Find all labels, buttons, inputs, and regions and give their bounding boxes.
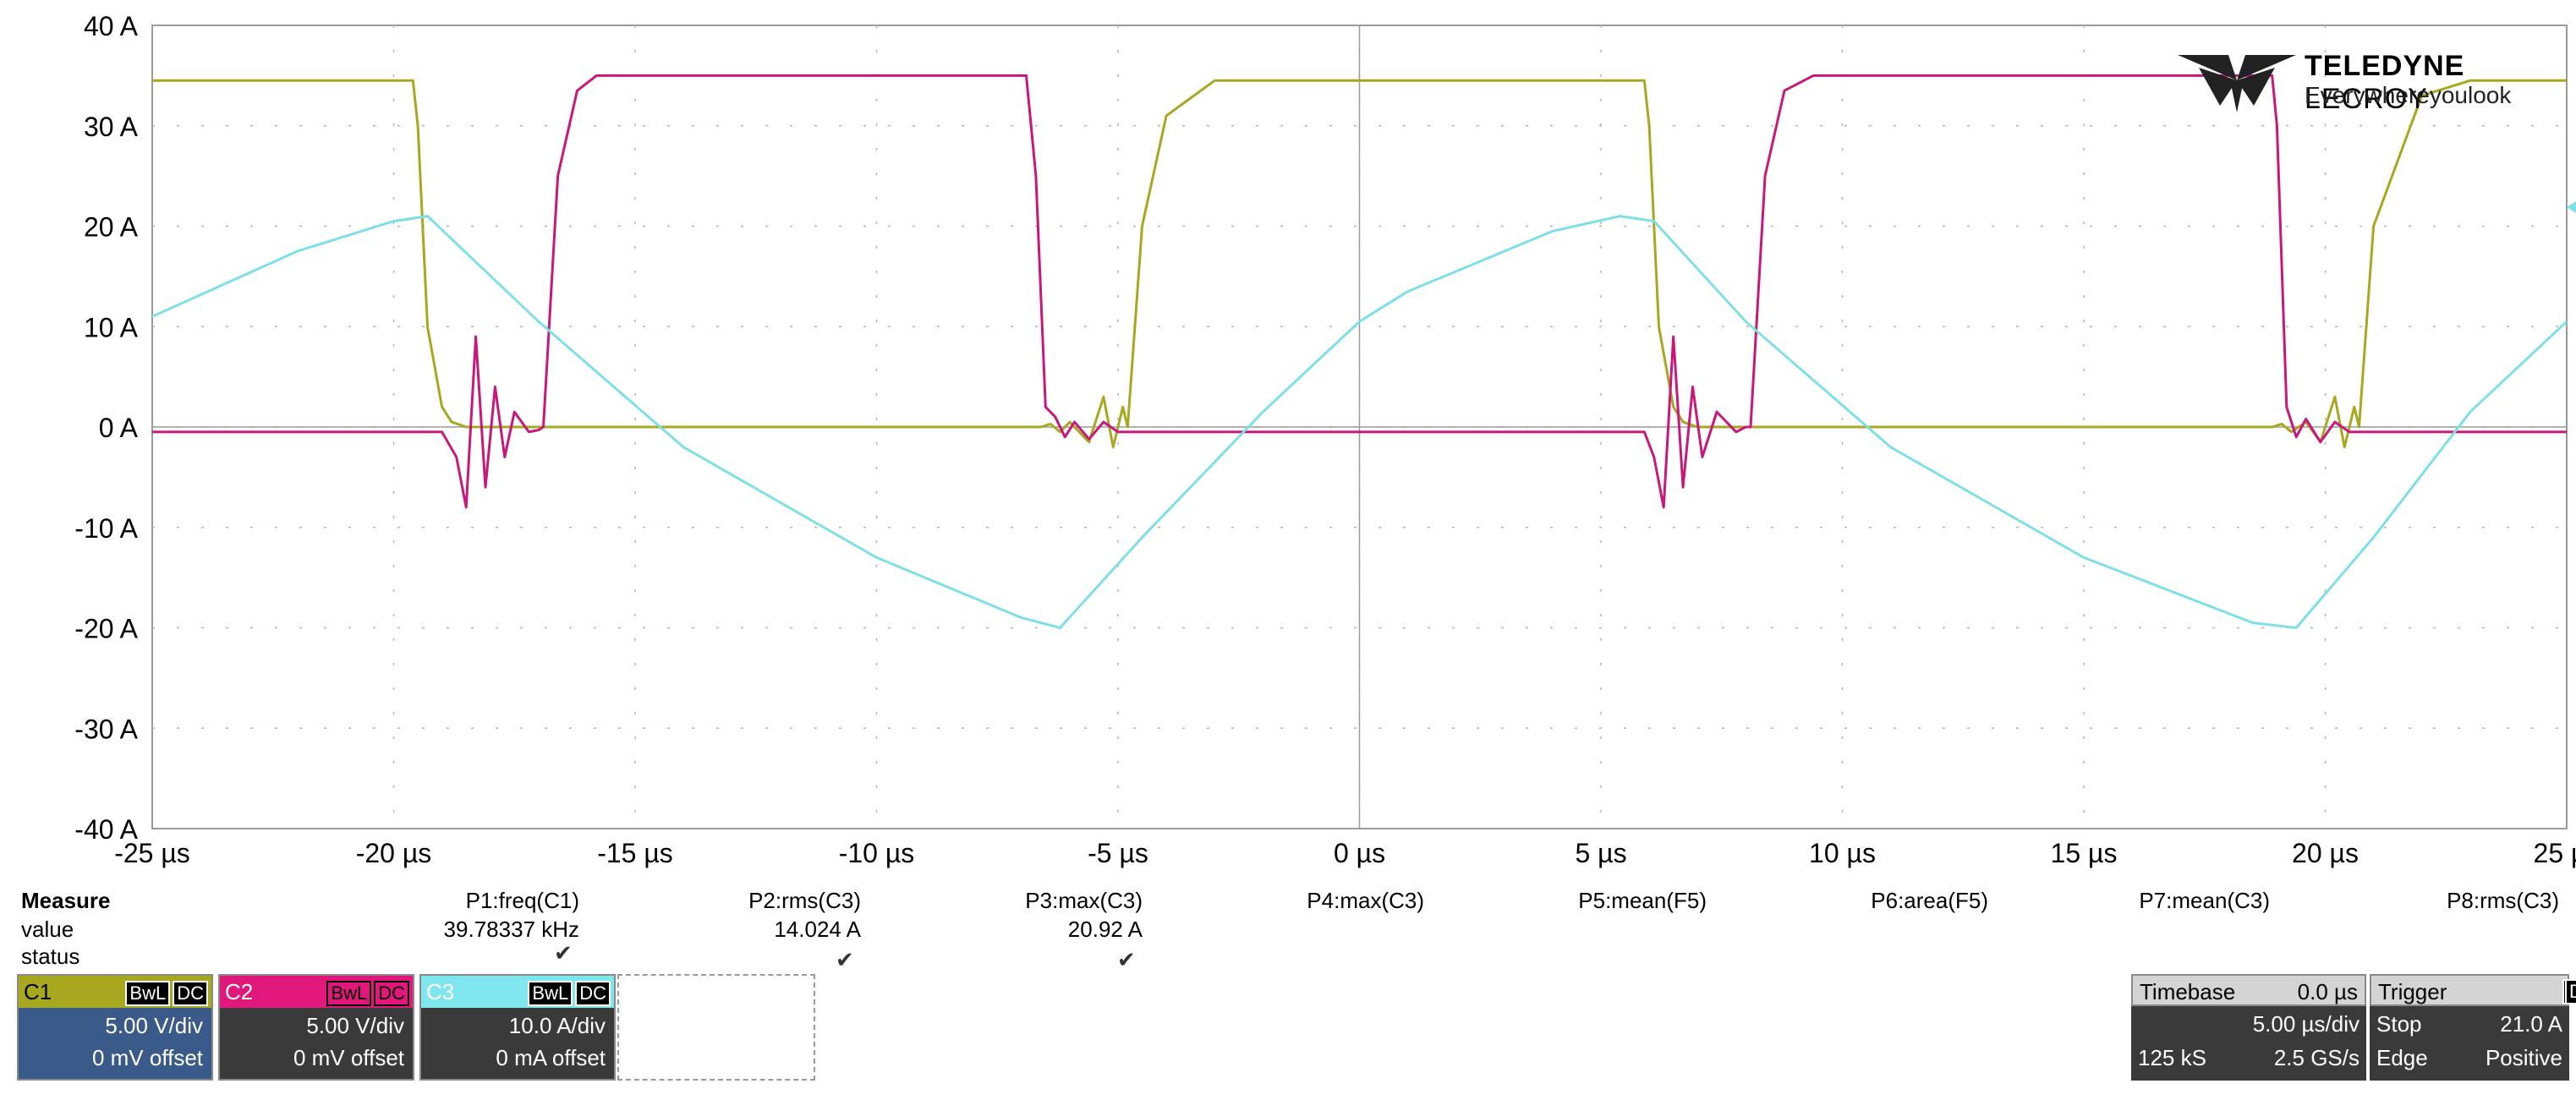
channel-c2-name: C2: [225, 979, 254, 1004]
param-label-p2[interactable]: P2:rms(C3): [748, 888, 861, 913]
x-tick-label: 5 µs: [1575, 838, 1626, 868]
y-tick-label: 10 A: [84, 312, 139, 342]
status-row-label: status: [21, 944, 80, 969]
channel-c2-descriptor[interactable]: C2 BwL DC 5.00 V/div 0 mV offset: [218, 974, 414, 1081]
logo-tagline: Everywhereyoulook: [2305, 82, 2512, 108]
trigger-level: 21.0 A: [2500, 1011, 2562, 1037]
channel-c3-header: C3 BwL DC: [421, 976, 614, 1008]
y-tick-label: -10 A: [74, 513, 138, 544]
param-label-p6[interactable]: P6:area(F5): [1871, 888, 1988, 913]
param-label-p3[interactable]: P3:max(C3): [1025, 888, 1143, 913]
channel-c2-tags: BwL DC: [324, 979, 409, 1006]
channel-c1-tags: BwL DC: [123, 979, 208, 1006]
channel-c2-offset: 0 mV offset: [293, 1045, 404, 1070]
channel-c2-scale: 5.00 V/div: [306, 1013, 404, 1038]
x-tick-label: 25 µs: [2534, 838, 2576, 868]
channel-c1-scale: 5.00 V/div: [105, 1013, 203, 1038]
x-tick-label: -25 µs: [114, 838, 190, 868]
channel-c3-offset: 0 mA offset: [496, 1045, 606, 1070]
logo-brand: TELEDYNE LECROY: [2305, 50, 2567, 116]
timebase-label: Timebase: [2140, 979, 2236, 1004]
x-tick-label: 10 µs: [1809, 838, 1876, 868]
channel-c2-header: C2 BwL DC: [220, 976, 413, 1008]
timebase-descriptor[interactable]: Timebase 0.0 µs 5.00 µs/div 125 kS 2.5 G…: [2131, 974, 2366, 1081]
measure-status-row: status ✔ ✔ ✔: [0, 940, 2576, 972]
logo-mark-icon: [2178, 55, 2296, 112]
param-value-p1: 39.78337 kHz: [443, 917, 579, 942]
param-label-p4[interactable]: P4:max(C3): [1307, 888, 1424, 913]
channel-c3-body: 10.0 A/div 0 mA offset: [421, 1008, 614, 1079]
status-check-icon: ✔: [836, 947, 854, 972]
channel-c2-body: 5.00 V/div 0 mV offset: [220, 1008, 413, 1079]
x-tick-label: -10 µs: [839, 838, 915, 868]
y-tick-label: -20 A: [74, 614, 138, 644]
trace-c1: [152, 79, 2567, 449]
x-tick-label: 15 µs: [2051, 838, 2118, 868]
measure-title: Measure: [21, 888, 111, 913]
y-tick-label: 30 A: [84, 112, 139, 142]
channel-c1-name: C1: [24, 979, 52, 1004]
y-axis-labels: 40 A 30 A 20 A 10 A 0 A -10 A -20 A -30 A -40 A: [74, 11, 138, 845]
status-check-icon: ✔: [1117, 947, 1136, 972]
trace-c2: [152, 74, 2567, 509]
timebase-samples: 125 kS: [2138, 1045, 2206, 1070]
trigger-level-marker: [2567, 201, 2576, 213]
param-label-p1[interactable]: P1:freq(C1): [465, 888, 579, 913]
channel-c3-tags: BwL DC: [525, 979, 611, 1006]
channel-c1-descriptor[interactable]: C1 BwL DC 5.00 V/div 0 mV offset: [17, 974, 213, 1081]
measure-value-row: value 39.78337 kHz 14.024 A 20.92 A: [0, 917, 2576, 944]
value-row-label: value: [21, 917, 74, 942]
status-check-icon: ✔: [554, 940, 573, 966]
timebase-per-div: 5.00 µs/div: [2252, 1011, 2360, 1037]
bwl-badge: BwL: [528, 981, 573, 1006]
param-label-p7[interactable]: P7:mean(C3): [2139, 888, 2270, 913]
channel-c1-header: C1 BwL DC: [19, 976, 211, 1008]
channel-c3-scale: 10.0 A/div: [508, 1013, 606, 1038]
dc-badge: DC: [575, 981, 611, 1006]
y-tick-label: -30 A: [74, 714, 138, 744]
trigger-coupling-badge: DC: [2565, 979, 2576, 1004]
y-tick-label: 40 A: [84, 11, 139, 41]
trigger-mode: Stop: [2376, 1011, 2422, 1037]
bwl-badge: BwL: [125, 981, 171, 1006]
channel-c3-descriptor[interactable]: C3 BwL DC 10.0 A/div 0 mA offset: [419, 974, 616, 1081]
trace-c3: [151, 215, 2568, 629]
teledyne-lecroy-logo: TELEDYNE LECROY Everywhereyoulook: [2178, 47, 2567, 116]
dc-badge: DC: [173, 981, 208, 1006]
empty-channel-slot[interactable]: [617, 974, 815, 1081]
x-tick-label: 20 µs: [2292, 838, 2359, 868]
trigger-label: Trigger: [2378, 979, 2447, 1004]
trigger-header: Trigger C3DC: [2370, 974, 2576, 1006]
measure-table[interactable]: Measure P1:freq(C1) P2:rms(C3) P3:max(C3…: [0, 888, 2576, 981]
trigger-descriptor[interactable]: Trigger C3DC Stop 21.0 A Edge Positive: [2370, 974, 2576, 1081]
logo-brand-1: TELEDYNE: [2305, 50, 2465, 82]
x-tick-label: -5 µs: [1088, 838, 1148, 868]
timebase-sample-rate: 2.5 GS/s: [2273, 1045, 2360, 1070]
param-value-p3: 20.92 A: [1067, 917, 1143, 942]
x-axis-labels: -25 µs -20 µs -15 µs -10 µs -5 µs 0 µs 5 µs 10 …: [114, 838, 2576, 868]
trigger-type: Edge: [2376, 1045, 2428, 1070]
bwl-badge: BwL: [326, 981, 372, 1006]
dc-badge: DC: [374, 981, 409, 1006]
x-tick-label: -20 µs: [356, 838, 432, 868]
y-tick-label: 20 A: [84, 212, 139, 243]
param-value-p2: 14.024 A: [774, 917, 861, 942]
channel-c1-offset: 0 mV offset: [91, 1045, 203, 1070]
channel-c3-name: C3: [426, 979, 455, 1004]
y-tick-label: -40 A: [74, 814, 138, 845]
timebase-header: Timebase 0.0 µs: [2131, 974, 2366, 1006]
traces: [151, 74, 2568, 629]
y-tick-label: 0 A: [99, 413, 139, 443]
x-tick-label: -15 µs: [597, 838, 673, 868]
x-tick-label: 0 µs: [1334, 838, 1385, 868]
channel-c1-body: 5.00 V/div 0 mV offset: [19, 1008, 211, 1079]
param-label-p5[interactable]: P5:mean(F5): [1578, 888, 1707, 913]
measure-header-row: Measure P1:freq(C1) P2:rms(C3) P3:max(C3…: [0, 888, 2576, 915]
param-label-p8[interactable]: P8:rms(C3): [2447, 888, 2559, 913]
timebase-delay: 0.0 µs: [2297, 979, 2358, 1004]
trigger-slope: Positive: [2485, 1045, 2562, 1070]
logo-brand-2: LECROY: [2305, 83, 2428, 115]
